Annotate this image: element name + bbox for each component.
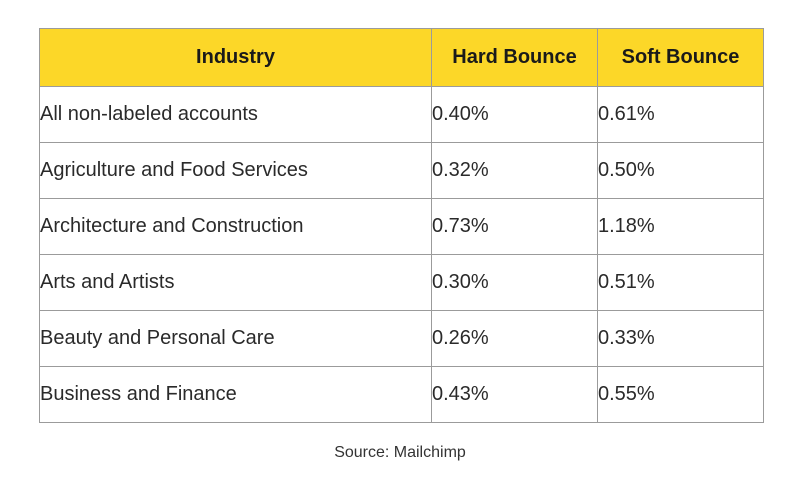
industry-cell: Arts and Artists [39,254,432,311]
header-row: Industry Hard Bounce Soft Bounce [39,28,764,87]
table-row: Business and Finance 0.43% 0.55% [39,366,764,423]
industry-cell: Business and Finance [39,366,432,423]
hard-bounce-cell: 0.43% [431,366,598,423]
hard-bounce-cell: 0.30% [431,254,598,311]
industry-cell: Agriculture and Food Services [39,142,432,199]
hard-bounce-cell: 0.32% [431,142,598,199]
table-row: All non-labeled accounts 0.40% 0.61% [39,86,764,143]
industry-cell: Architecture and Construction [39,198,432,255]
table-header: Industry Hard Bounce Soft Bounce [39,28,764,87]
source-caption: Source: Mailchimp [334,444,466,461]
header-soft-bounce: Soft Bounce [597,28,764,87]
industry-cell: Beauty and Personal Care [39,310,432,367]
hard-bounce-cell: 0.40% [431,86,598,143]
hard-bounce-cell: 0.73% [431,198,598,255]
hard-bounce-cell: 0.26% [431,310,598,367]
header-hard-bounce: Hard Bounce [431,28,598,87]
table-row: Agriculture and Food Services 0.32% 0.50… [39,142,764,199]
header-industry: Industry [39,28,432,87]
bounce-rate-table: Industry Hard Bounce Soft Bounce All non… [39,28,764,423]
industry-cell: All non-labeled accounts [39,86,432,143]
soft-bounce-cell: 0.50% [597,142,764,199]
soft-bounce-cell: 0.55% [597,366,764,423]
table-body: All non-labeled accounts 0.40% 0.61% Agr… [39,86,764,423]
soft-bounce-cell: 0.61% [597,86,764,143]
soft-bounce-cell: 1.18% [597,198,764,255]
soft-bounce-cell: 0.51% [597,254,764,311]
table-row: Beauty and Personal Care 0.26% 0.33% [39,310,764,367]
table-row: Architecture and Construction 0.73% 1.18… [39,198,764,255]
table-row: Arts and Artists 0.30% 0.51% [39,254,764,311]
soft-bounce-cell: 0.33% [597,310,764,367]
